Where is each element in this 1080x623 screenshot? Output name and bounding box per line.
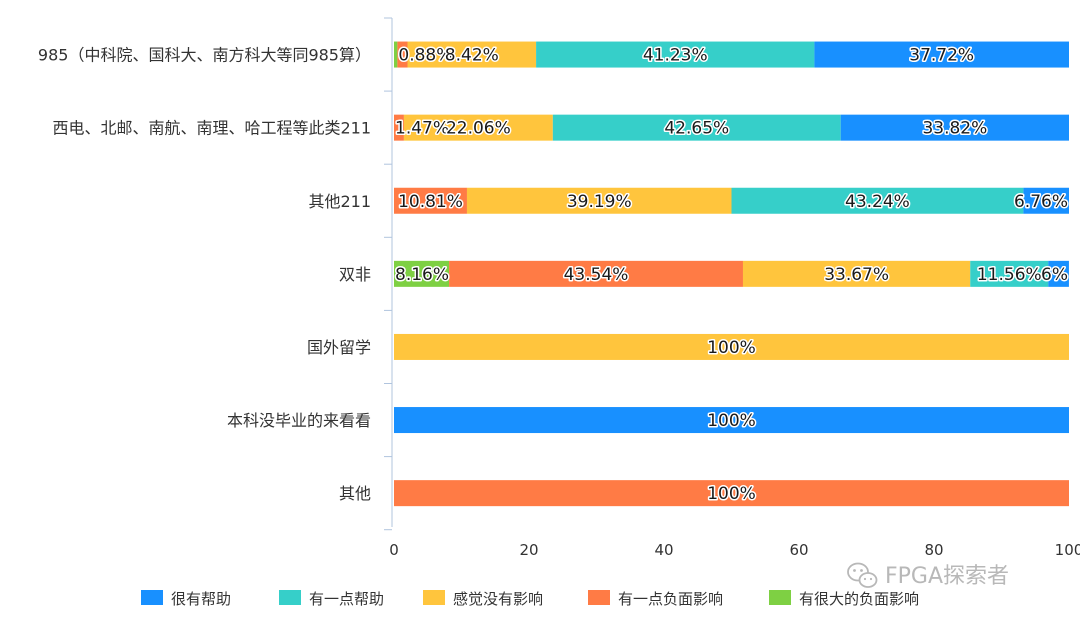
data-label: 11.56% (977, 265, 1042, 285)
category-label: 其他 (339, 484, 371, 503)
bar-segment (407, 41, 537, 68)
category-label: 985（中科院、国科大、南方科大等同985算） (38, 46, 371, 65)
data-label-layer: 0.88%8.42% 41.23% 37.72% 1.47%22.06% 42.65% 3… (394, 44, 1070, 506)
bar-segment (394, 480, 1069, 507)
data-label: 10.81% (398, 192, 463, 212)
data-label: 33.82% (922, 119, 987, 139)
data-label: 100% (707, 338, 756, 358)
bar-segment (731, 187, 1024, 214)
data-label: 37.72% (909, 46, 974, 66)
category-label: 本科没毕业的来看看 (227, 411, 371, 430)
legend-label: 感觉没有影响 (453, 590, 543, 608)
bar-segment (394, 407, 1069, 434)
legend-swatch (423, 590, 445, 605)
legend-label: 有一点负面影响 (618, 590, 723, 608)
bar-segment (536, 41, 815, 68)
legend-swatch (769, 590, 791, 605)
category-label: 其他211 (308, 192, 371, 211)
legend-label: 有一点帮助 (309, 590, 384, 608)
x-tick-label: 40 (654, 541, 673, 559)
category-label: 双非 (339, 265, 371, 284)
x-tick-label: 100 (1055, 541, 1080, 559)
data-label: 8.42% (445, 46, 499, 66)
data-label: 1.47% (395, 119, 449, 139)
bar-segment (840, 114, 1069, 141)
data-label: 6% (1041, 265, 1068, 285)
watermark-text: FPGA探索者 (885, 564, 1009, 589)
watermark: FPGA探索者 (847, 562, 1009, 589)
data-label: 42.65% (664, 119, 729, 139)
legend-item[interactable]: 有一点负面影响 (588, 590, 723, 608)
data-label: 41.23% (643, 46, 708, 66)
category-label: 西电、北邮、南航、南理、哈工程等此类211 (52, 119, 371, 138)
bar-segment (742, 260, 971, 287)
bar-segment (394, 333, 1069, 360)
legend: 很有帮助 有一点帮助 感觉没有影响 有一点负面影响 有很大的负面影响 (141, 590, 919, 608)
legend-label: 很有帮助 (171, 590, 231, 608)
bar-segment (1048, 260, 1069, 287)
bar-segment (397, 41, 408, 68)
x-tick-label: 80 (924, 541, 943, 559)
bar-segment (552, 114, 841, 141)
x-tick-label: 0 (389, 541, 399, 559)
x-tick-label: 60 (789, 541, 808, 559)
data-label: 0.88% (398, 46, 452, 66)
legend-swatch (141, 590, 163, 605)
legend-item[interactable]: 有一点帮助 (279, 590, 384, 608)
bar-layer (394, 41, 1069, 507)
x-tick-label: 20 (519, 541, 538, 559)
bar-segment (394, 41, 398, 68)
data-label: 6.76% (1014, 192, 1068, 212)
data-label: 100% (707, 411, 756, 431)
bar-segment (1023, 187, 1069, 214)
bar-segment (394, 187, 467, 214)
data-label: 22.06% (446, 119, 511, 139)
bar-segment (394, 260, 450, 287)
bar-segment (449, 260, 743, 287)
axis-layer: 985（中科院、国科大、南方科大等同985算） 西电、北邮、南航、南理、哈工程等此… (38, 17, 1080, 559)
data-label: 33.67% (824, 265, 889, 285)
bar-segment (466, 187, 732, 214)
bar-segment (394, 114, 404, 141)
data-label: 100% (707, 484, 756, 504)
wechat-icon (847, 562, 878, 588)
data-label: 8.16% (395, 265, 449, 285)
legend-label: 有很大的负面影响 (799, 590, 919, 608)
data-label: 43.54% (564, 265, 629, 285)
bar-segment (970, 260, 1049, 287)
data-label: 43.24% (845, 192, 910, 212)
legend-item[interactable]: 很有帮助 (141, 590, 231, 608)
legend-swatch (279, 590, 301, 605)
legend-item[interactable]: 有很大的负面影响 (769, 590, 919, 608)
category-label: 国外留学 (307, 338, 371, 357)
legend-swatch (588, 590, 610, 605)
bar-segment (403, 114, 553, 141)
data-label: 39.19% (567, 192, 632, 212)
legend-item[interactable]: 感觉没有影响 (423, 590, 543, 608)
bar-segment (814, 41, 1069, 68)
